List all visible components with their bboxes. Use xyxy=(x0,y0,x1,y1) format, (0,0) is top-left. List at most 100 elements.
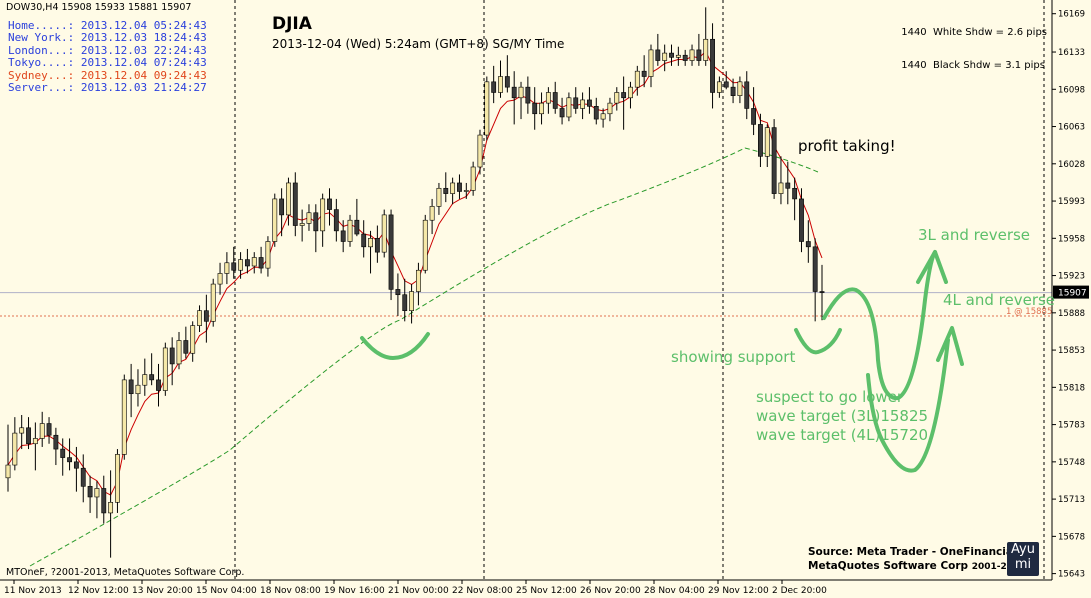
reverse-3l-note: 3L and reverse xyxy=(918,226,1030,244)
bear-candle-body xyxy=(101,488,107,514)
source-years: 2001-2013 xyxy=(971,562,1026,572)
bear-candle-body xyxy=(279,198,285,216)
bull-candle-body xyxy=(197,310,202,326)
bull-candle-body xyxy=(415,269,421,292)
bull-candle-body xyxy=(778,182,784,194)
bear-candle-body xyxy=(491,81,497,93)
bull-candle-body xyxy=(19,427,25,434)
bear-candle-body xyxy=(525,86,531,104)
price-tick-label: 15748 xyxy=(1058,458,1085,468)
clock-label: Server...: xyxy=(8,80,75,94)
time-tick-label: 29 Nov 12:00 xyxy=(708,586,769,596)
bear-candle-body xyxy=(26,427,31,445)
bull-candle-body xyxy=(306,212,312,224)
current-price-label: 15907 xyxy=(1058,289,1087,299)
profit-taking-note: profit taking! xyxy=(798,137,896,155)
bull-candle-body xyxy=(662,52,668,61)
clock-row: Home.....: 2013.12.04 05:24:43 xyxy=(8,19,207,32)
price-tick-label: 16169 xyxy=(1058,10,1085,20)
bear-candle-body xyxy=(669,52,674,58)
bull-candle-body xyxy=(450,182,456,194)
bear-candle-body xyxy=(587,99,592,107)
bear-candle-body xyxy=(354,219,360,235)
bear-candle-body xyxy=(559,108,565,118)
bear-candle-body xyxy=(258,257,264,269)
bear-candle-body xyxy=(682,54,688,61)
clock-row: Server...: 2013.12.03 21:24:27 xyxy=(8,80,207,94)
bull-candle-body xyxy=(94,488,100,498)
bear-candle-body xyxy=(504,76,510,88)
bear-candle-body xyxy=(696,49,702,61)
time-tick-label: 18 Nov 08:00 xyxy=(260,586,321,596)
bear-candle-body xyxy=(805,241,811,248)
copyright-text: MTOneF, ?2001-2013, MetaQuotes Software … xyxy=(6,567,245,578)
bull-candle-body xyxy=(498,76,503,93)
bear-candle-body xyxy=(340,230,346,242)
bull-candle-body xyxy=(580,99,586,109)
bull-candle-body xyxy=(518,86,524,99)
bear-candle-body xyxy=(443,187,449,194)
bear-candle-body xyxy=(80,467,86,487)
bear-candle-body xyxy=(53,434,59,450)
time-tick-label: 21 Nov 00:00 xyxy=(388,586,449,596)
clock-row: Tokyo....: 2013.12.04 07:24:43 xyxy=(8,56,207,69)
bear-candle-body xyxy=(641,70,647,77)
bull-candle-body xyxy=(614,92,620,104)
bull-candle-body xyxy=(176,340,182,365)
bear-candle-body xyxy=(758,124,763,157)
shadow-info: 1440 White Shdw = 2.6 pips 1440 Black Sh… xyxy=(901,5,1047,93)
bear-candle-body xyxy=(792,187,798,200)
bull-candle-body xyxy=(32,438,38,445)
period-separators xyxy=(234,0,1045,580)
bear-candle-body xyxy=(128,379,134,395)
bear-candle-body xyxy=(361,233,367,248)
time-tick-label: 12 Nov 12:00 xyxy=(68,586,129,596)
bear-candle-body xyxy=(156,379,161,391)
clock-time: 2013.12.03 18:24:43 xyxy=(74,31,207,45)
clock-time: 2013.12.03 22:24:43 xyxy=(74,43,207,57)
bull-candle-body xyxy=(764,127,770,157)
bull-candle-body xyxy=(484,81,490,136)
price-tick-label: 15713 xyxy=(1058,495,1085,505)
bull-candle-body xyxy=(39,423,45,439)
bull-candle-body xyxy=(190,325,196,354)
clock-label: London...: xyxy=(8,43,75,57)
bull-candle-body xyxy=(251,257,257,267)
fast-ma-line xyxy=(7,50,823,496)
bull-candle-body xyxy=(607,102,613,115)
bull-candle-body xyxy=(347,219,353,242)
price-tick-label: 15678 xyxy=(1058,532,1085,542)
bear-candle-body xyxy=(292,182,298,226)
price-tick-label: 16063 xyxy=(1058,123,1085,133)
bear-candle-body xyxy=(819,291,825,293)
bull-candle-body xyxy=(463,190,469,192)
bull-candle-body xyxy=(224,262,230,274)
wave-4l-arrowhead xyxy=(936,326,964,366)
bull-candle-body xyxy=(217,273,223,285)
bear-candle-body xyxy=(723,81,729,88)
candlesticks xyxy=(5,7,825,558)
bull-candle-body xyxy=(429,206,435,221)
ayumi-logo: Ayu mi xyxy=(1007,542,1039,576)
bear-candle-body xyxy=(73,461,79,469)
bear-candle-body xyxy=(183,340,189,354)
bull-candle-body xyxy=(539,102,544,115)
wave-path-3l xyxy=(822,250,937,401)
bear-candle-body xyxy=(333,209,339,232)
target-4l-note: wave target (4L)15720 xyxy=(756,426,928,444)
bear-candle-body xyxy=(573,97,579,109)
bull-candle-body xyxy=(566,97,572,118)
bear-candle-body xyxy=(785,182,791,189)
clock-time: 2013.12.03 21:24:27 xyxy=(74,80,207,94)
moving-averages xyxy=(7,50,823,567)
logo-line-2: mi xyxy=(1014,557,1032,572)
hand-drawn-annotations xyxy=(360,250,964,473)
bear-candle-body xyxy=(710,38,715,93)
bull-candle-body xyxy=(12,432,18,466)
bear-candle-body xyxy=(169,347,175,365)
bull-candle-body xyxy=(634,70,640,88)
time-tick-label: 15 Nov 04:00 xyxy=(196,586,257,596)
time-tick-label: 19 Nov 16:00 xyxy=(324,586,385,596)
bull-candle-body xyxy=(121,379,127,455)
